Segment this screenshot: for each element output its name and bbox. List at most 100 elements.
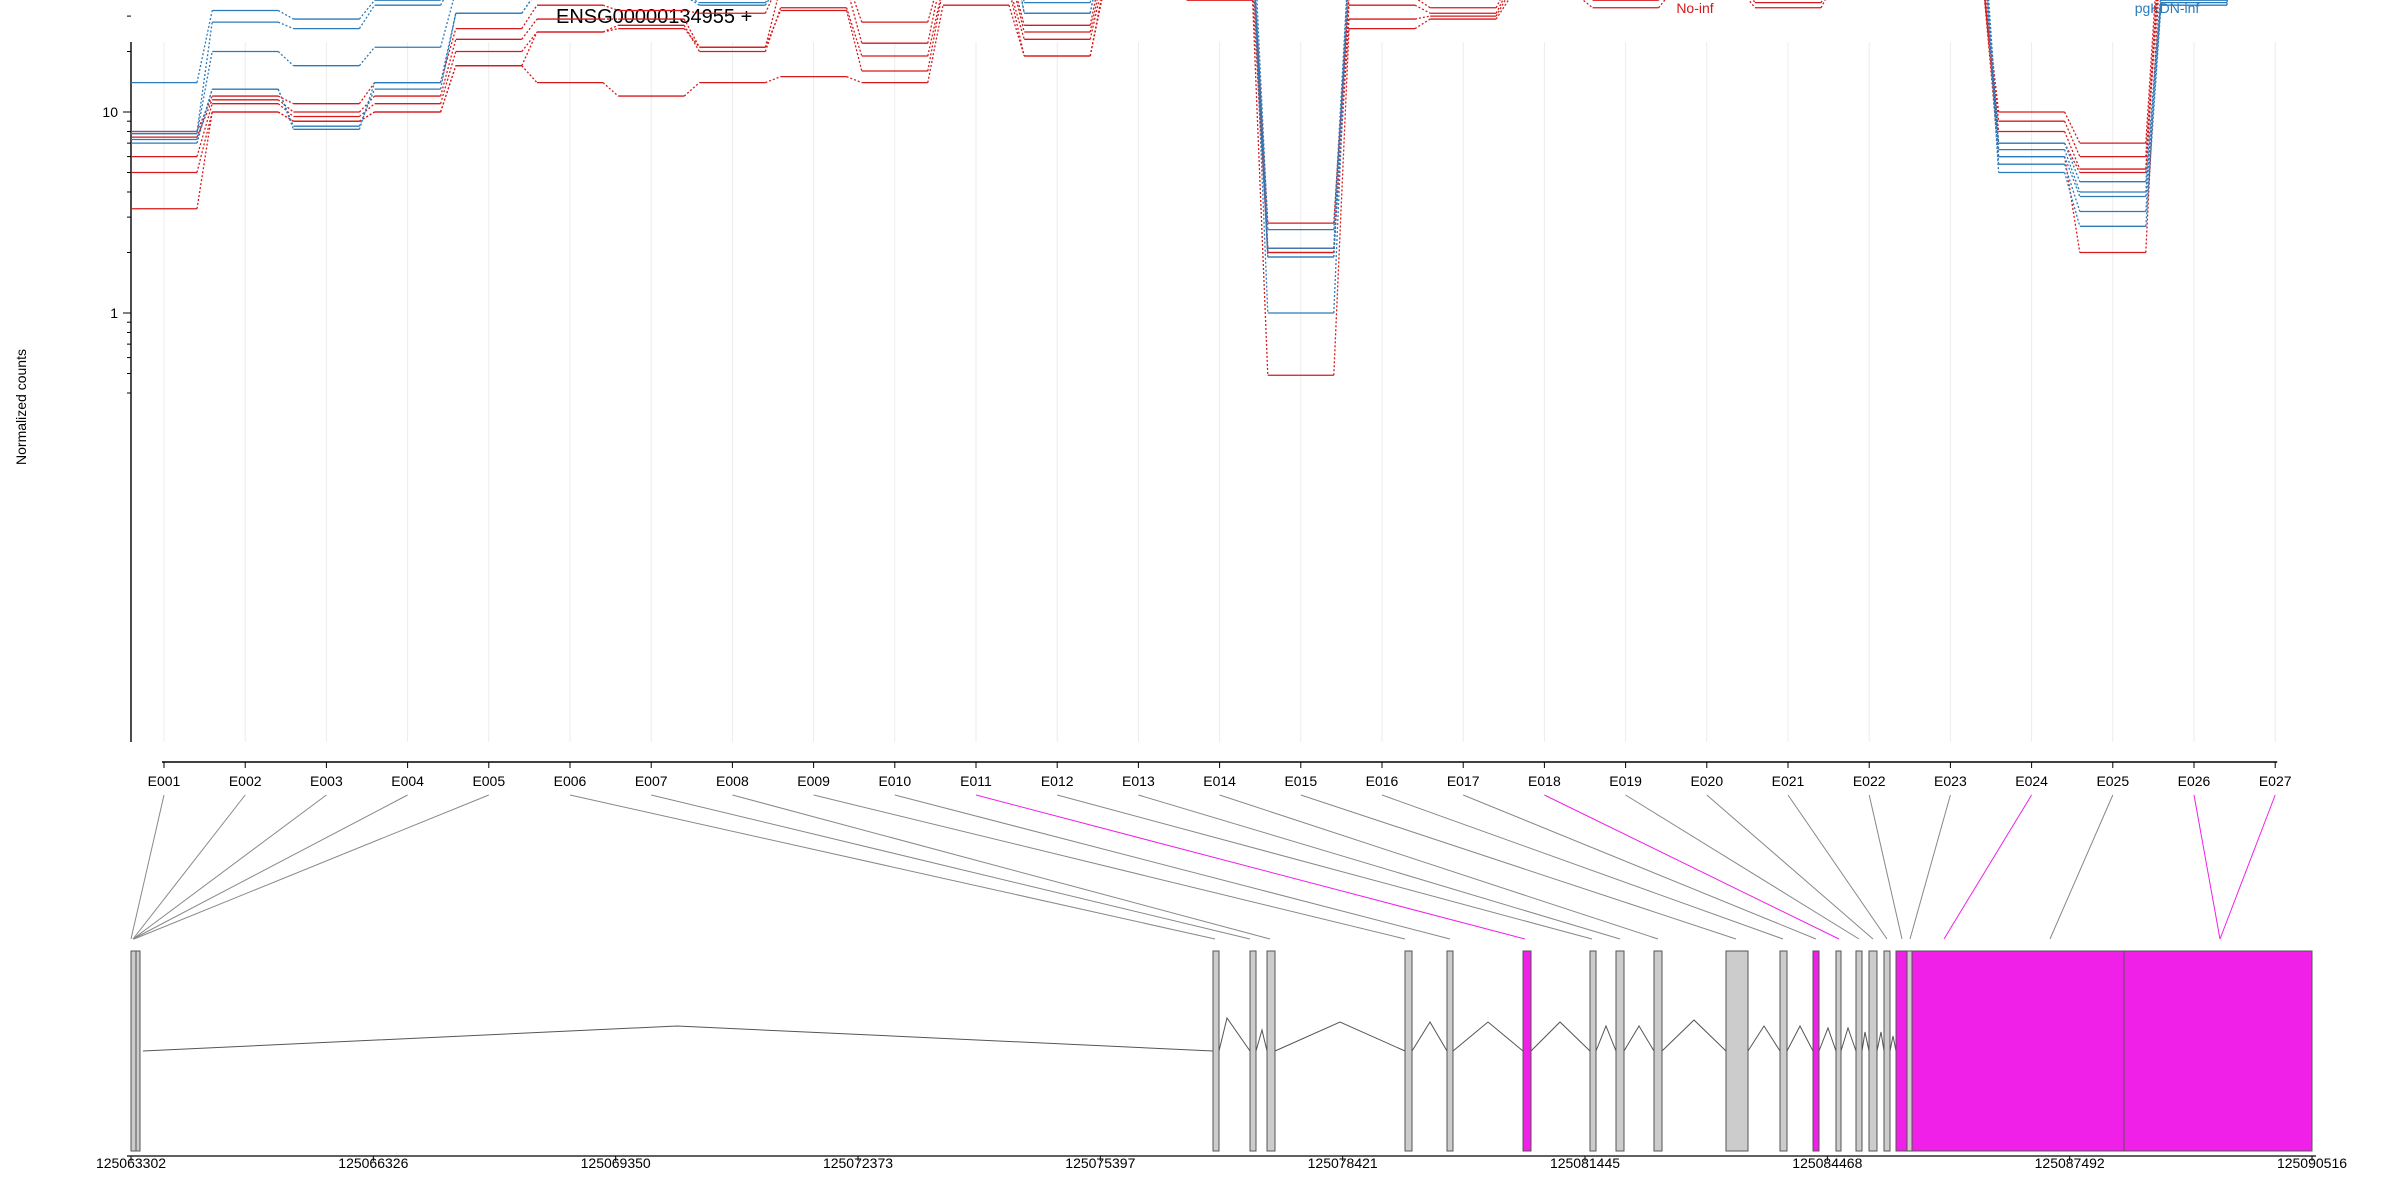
highlighted-exon-bin	[2123, 950, 2313, 1152]
x-tick-label: E002	[229, 773, 262, 789]
connector-segment	[277, 51, 294, 67]
connector-segment	[2145, 2, 2162, 212]
coordinate-tick-label: 125063302	[96, 1155, 166, 1171]
connector-segment	[1015, 0, 1025, 33]
x-tick-label: E027	[2259, 773, 2292, 789]
intron-line	[1840, 1026, 1857, 1052]
coordinate-tick-label: 125075397	[1065, 1155, 1135, 1171]
connector-segment	[927, 0, 938, 44]
bin-connector	[975, 794, 1526, 940]
connector-segment	[764, 0, 772, 14]
bin-connector	[2049, 794, 2114, 940]
connector-segment	[2063, 172, 2081, 227]
bin-connector	[132, 794, 246, 940]
bin-connector	[1868, 794, 1903, 940]
exon-bin	[1446, 950, 1454, 1152]
connector-segment	[1417, 0, 1431, 9]
connector-segment	[1820, 0, 1826, 9]
connector-segment	[277, 99, 294, 113]
x-tick-label: E008	[716, 773, 749, 789]
intron-line	[1661, 1019, 1727, 1052]
connector-segment	[439, 39, 457, 97]
intron-line	[1861, 1031, 1870, 1052]
connector-segment	[1254, 0, 1269, 314]
bin-connector	[1544, 794, 1840, 940]
x-tick-label: E025	[2096, 773, 2129, 789]
connector-segment	[1495, 0, 1501, 9]
connector-segment	[927, 0, 935, 23]
connector-segment	[1747, 0, 1756, 9]
intron-line	[1876, 1031, 1885, 1052]
connector-segment	[1010, 0, 1025, 57]
intron-line	[1255, 1028, 1268, 1052]
intron-line	[1818, 1026, 1837, 1052]
bin-connector	[651, 794, 1251, 940]
x-tick-label: E023	[1934, 773, 1967, 789]
x-tick-label: E006	[554, 773, 587, 789]
connector-segment	[764, 0, 778, 48]
connector-segment	[1256, 0, 1269, 230]
bin-connector	[133, 794, 489, 940]
intron-line	[1623, 1025, 1655, 1052]
x-tick-label: E016	[1366, 773, 1399, 789]
genomic-coordinate-axis: 125063302 125066326 125069350 125072373 1250…	[96, 1155, 2347, 1171]
intron-line	[1595, 1024, 1617, 1052]
connector-segment	[1495, 0, 1504, 14]
exon-bin	[1653, 950, 1663, 1152]
bin-connector	[1943, 794, 2033, 940]
bin-connector	[1787, 794, 1888, 940]
connector-segment	[1333, 28, 1350, 376]
connector-segment	[2063, 142, 2081, 182]
chart-title: ENSG00000134955 +	[556, 6, 752, 28]
connector-segment	[1333, 0, 1348, 258]
y-axis: 1101001000	[102, 15, 132, 742]
bin-connector	[1909, 794, 1951, 940]
x-tick-label: E003	[310, 773, 343, 789]
connector-segment	[2063, 131, 2081, 170]
x-tick-label: E014	[1203, 773, 1236, 789]
bin-connector	[894, 794, 1451, 940]
x-tick-label: E017	[1447, 773, 1480, 789]
x-tick-label: E004	[391, 773, 424, 789]
connector-segment	[277, 9, 294, 20]
connector-segment	[845, 7, 863, 57]
connector-segment	[2226, 0, 2228, 6]
connector-segment	[1414, 15, 1431, 20]
bin-connector	[1625, 794, 1860, 940]
connector-segment	[1089, 0, 1096, 26]
bin-connector	[1300, 794, 1737, 940]
x-tick-label: E001	[148, 773, 181, 789]
exon-bin	[1589, 950, 1597, 1152]
x-tick-label: E019	[1609, 773, 1642, 789]
intron-line	[1218, 1016, 1251, 1052]
coordinate-tick-label: 125084468	[1792, 1155, 1862, 1171]
connector-segment	[2063, 149, 2081, 193]
highlighted-exon-bin	[1911, 950, 2125, 1152]
series-lines	[131, 0, 2228, 376]
connector-segment	[927, 0, 942, 72]
x-tick-label: E022	[1853, 773, 1886, 789]
connector-segment	[196, 88, 213, 140]
connector-segment	[358, 46, 376, 67]
exon-bin	[135, 950, 141, 1152]
connector-segment	[521, 4, 538, 29]
highlighted-exon-bin	[1522, 950, 1532, 1152]
connector-segment	[683, 18, 700, 48]
exon-bin	[1404, 950, 1413, 1152]
connector-segment	[358, 82, 376, 105]
connector-segment	[927, 0, 941, 57]
connector-segment	[1414, 18, 1431, 30]
x-tick-label: E010	[878, 773, 911, 789]
exon-bin	[1855, 950, 1863, 1152]
connector-segment	[2064, 120, 2081, 157]
connector-segment	[2064, 111, 2081, 144]
x-tick-label: E013	[1122, 773, 1155, 789]
exon-bin	[1725, 950, 1749, 1152]
intron-line	[1411, 1021, 1448, 1052]
connector-segment	[765, 76, 781, 84]
connector-segment	[277, 95, 294, 105]
connector-segment	[440, 0, 445, 6]
bin-connector	[1706, 794, 1874, 940]
y-tick-label: 10	[102, 104, 118, 120]
